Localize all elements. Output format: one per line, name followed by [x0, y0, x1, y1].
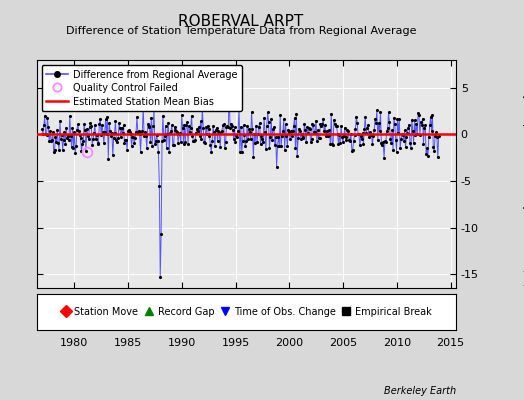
Y-axis label: Monthly Temperature Anomaly Difference (°C): Monthly Temperature Anomaly Difference (…	[521, 61, 524, 287]
Text: 2010: 2010	[383, 338, 411, 348]
Text: Berkeley Earth: Berkeley Earth	[384, 386, 456, 396]
Text: 1990: 1990	[168, 338, 196, 348]
Text: 1995: 1995	[222, 338, 249, 348]
Legend: Station Move, Record Gap, Time of Obs. Change, Empirical Break: Station Move, Record Gap, Time of Obs. C…	[58, 304, 435, 320]
Text: 2015: 2015	[436, 338, 465, 348]
Text: Difference of Station Temperature Data from Regional Average: Difference of Station Temperature Data f…	[66, 26, 416, 36]
Legend: Difference from Regional Average, Quality Control Failed, Estimated Station Mean: Difference from Regional Average, Qualit…	[41, 65, 242, 111]
Text: 2000: 2000	[275, 338, 303, 348]
Text: 1985: 1985	[114, 338, 142, 348]
Text: 2005: 2005	[329, 338, 357, 348]
Text: ROBERVAL ARPT: ROBERVAL ARPT	[178, 14, 304, 29]
Text: 1980: 1980	[60, 338, 89, 348]
